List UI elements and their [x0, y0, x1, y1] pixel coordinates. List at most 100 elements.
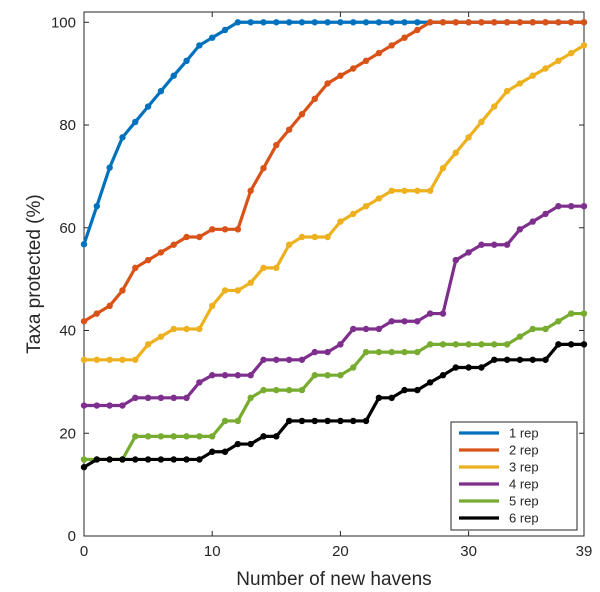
data-point	[375, 195, 383, 202]
data-point	[247, 279, 254, 286]
data-point	[80, 318, 88, 325]
data-point	[401, 318, 408, 325]
x-tick-label: 0	[80, 543, 88, 560]
data-point	[157, 333, 165, 340]
data-point	[542, 19, 549, 26]
data-point	[183, 394, 190, 402]
data-point	[414, 187, 421, 194]
data-point	[273, 264, 280, 272]
y-tick-label: 80	[59, 117, 76, 134]
data-point	[157, 249, 165, 256]
data-point	[209, 226, 216, 233]
data-point	[170, 394, 177, 402]
data-point	[388, 19, 395, 26]
legend-entry: 4 rep	[459, 477, 539, 492]
data-point	[503, 341, 511, 348]
data-point	[516, 19, 524, 26]
data-point	[375, 348, 383, 356]
series-line	[83, 20, 584, 323]
data-point	[350, 19, 357, 26]
data-point	[516, 80, 524, 87]
data-point	[529, 19, 536, 26]
data-point	[401, 187, 408, 194]
data-point	[119, 456, 126, 463]
data-point	[298, 417, 306, 425]
data-point	[452, 149, 459, 156]
data-point	[196, 379, 203, 386]
data-point	[247, 19, 254, 26]
data-point	[119, 134, 126, 141]
x-tick-label: 20	[332, 543, 349, 560]
data-point	[388, 187, 395, 194]
data-point	[260, 433, 267, 440]
data-point	[452, 19, 459, 26]
data-point	[311, 233, 318, 241]
data-point	[337, 72, 344, 79]
data-point	[362, 325, 370, 333]
data-point	[144, 103, 152, 110]
data-point	[273, 141, 280, 149]
series-line	[83, 342, 584, 469]
data-point	[285, 19, 293, 26]
data-point	[350, 417, 357, 425]
data-point	[298, 356, 306, 363]
data-point	[555, 57, 562, 65]
data-point	[439, 164, 447, 172]
data-point	[157, 394, 165, 402]
data-point	[478, 118, 485, 126]
data-point	[196, 42, 203, 49]
data-point	[221, 372, 229, 379]
data-point	[542, 325, 549, 333]
data-point	[273, 433, 280, 440]
data-point	[426, 341, 434, 348]
data-point	[234, 287, 242, 294]
data-point	[183, 57, 190, 65]
data-point	[234, 372, 242, 379]
legend-label: 5 rep	[509, 494, 539, 509]
data-point	[491, 19, 498, 26]
data-point	[285, 241, 293, 248]
data-point	[247, 372, 254, 379]
data-point	[337, 341, 344, 348]
data-point	[567, 202, 575, 210]
data-point	[132, 118, 139, 126]
legend: 1 rep 2 rep 3 rep 4 rep 5 rep 6 rep	[450, 421, 578, 531]
data-point	[503, 356, 511, 363]
data-point	[324, 80, 331, 87]
data-point	[491, 356, 498, 363]
data-point	[183, 325, 190, 333]
data-point	[132, 356, 139, 363]
y-tick-label: 20	[59, 425, 76, 442]
data-point	[80, 402, 88, 409]
legend-entry: 3 rep	[459, 460, 539, 475]
data-point	[311, 372, 318, 379]
data-point	[491, 241, 498, 248]
data-point	[285, 126, 293, 133]
data-point	[375, 394, 383, 402]
data-point	[106, 402, 113, 409]
data-point	[414, 26, 421, 34]
data-point	[157, 87, 165, 95]
data-point	[439, 310, 447, 317]
legend-label: 6 rep	[509, 511, 539, 526]
data-point	[529, 356, 536, 363]
data-point	[93, 310, 101, 317]
data-point	[414, 348, 421, 356]
data-point	[401, 19, 408, 26]
data-point	[529, 218, 536, 225]
data-point	[132, 264, 139, 272]
y-axis-label: Taxa protected (%)	[24, 194, 45, 353]
legend-entry: 5 rep	[459, 494, 539, 509]
data-point	[144, 456, 152, 463]
legend-box	[450, 421, 578, 531]
data-point	[465, 364, 472, 371]
data-point	[580, 42, 588, 49]
data-point	[234, 440, 242, 448]
data-point	[555, 341, 562, 348]
y-tick-label: 60	[59, 220, 76, 237]
data-point	[426, 379, 434, 386]
data-point	[234, 19, 242, 26]
data-point	[221, 417, 229, 425]
legend-label: 4 rep	[509, 477, 539, 492]
